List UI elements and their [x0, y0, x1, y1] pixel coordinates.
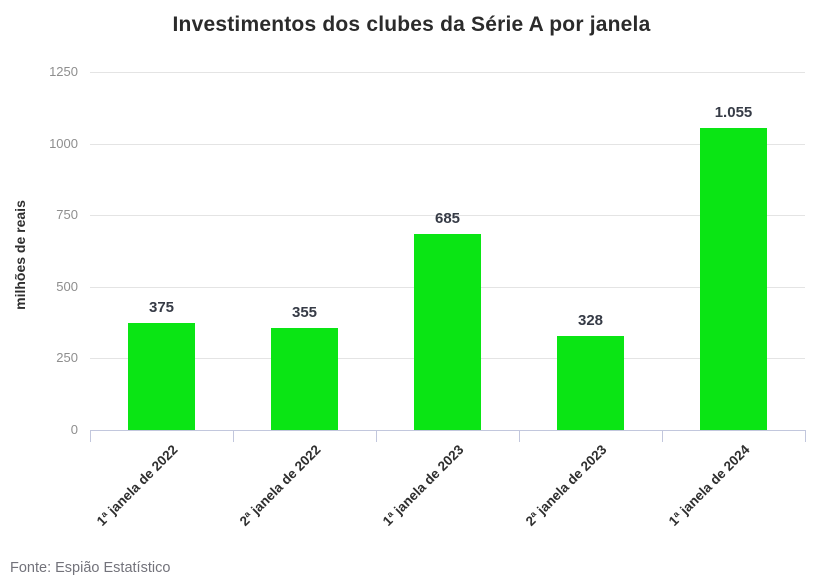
- x-axis-line: [90, 430, 806, 431]
- x-tick-mark: [376, 431, 377, 442]
- bar-value-label: 375: [148, 298, 175, 316]
- x-tick-mark: [233, 431, 234, 442]
- bar-value-label: 355: [291, 304, 318, 322]
- y-axis-title: milhões de reais: [12, 200, 28, 310]
- y-tick-label: 1000: [49, 135, 78, 151]
- y-gridline: [90, 215, 805, 217]
- bar-value-label: 328: [577, 312, 604, 330]
- x-tick-label: 2ª janela de 2023: [522, 442, 610, 529]
- x-tick-mark: [519, 431, 520, 442]
- x-tick-label: 2ª janela de 2022: [236, 442, 324, 529]
- y-gridline: [90, 143, 805, 145]
- y-tick-label: 500: [56, 278, 78, 294]
- bar: [700, 127, 767, 430]
- x-tick-label: 1ª janela de 2023: [379, 442, 467, 529]
- source-note: Fonte: Espião Estatístico: [10, 560, 171, 576]
- x-tick-mark: [90, 431, 91, 442]
- bar: [128, 322, 195, 430]
- bar-value-label: 685: [434, 209, 461, 227]
- y-tick-label: 250: [56, 350, 78, 366]
- x-tick-label: 1ª janela de 2022: [93, 442, 181, 529]
- x-tick-mark: [662, 431, 663, 442]
- y-tick-label: 0: [70, 422, 78, 437]
- bar: [557, 336, 624, 430]
- x-tick-mark: [805, 431, 806, 442]
- y-tick-label: 750: [56, 207, 78, 223]
- y-gridline: [90, 72, 805, 73]
- bar: [271, 328, 338, 430]
- bar-value-label: 1.055: [714, 103, 753, 121]
- bar: [414, 233, 481, 430]
- y-tick-label: 1250: [49, 64, 78, 79]
- x-tick-label: 1ª janela de 2024: [665, 442, 753, 529]
- chart-title: Investimentos dos clubes da Série A por …: [172, 13, 651, 36]
